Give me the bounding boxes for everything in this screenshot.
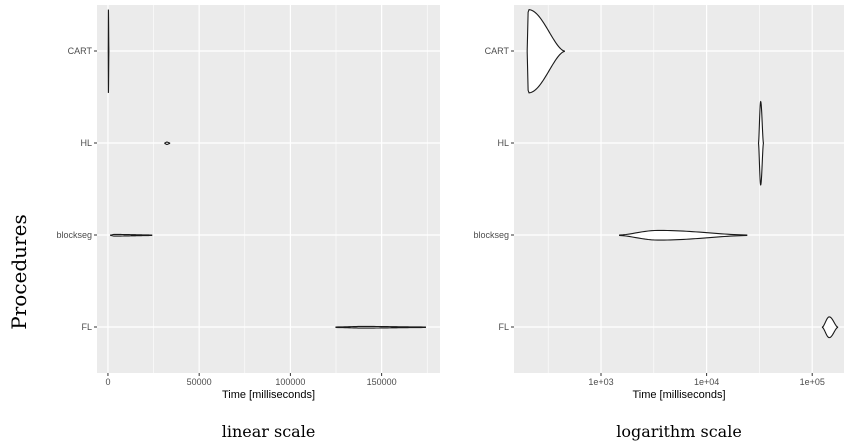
- x-axis-title: Time [milliseconds]: [222, 389, 315, 401]
- violin-blockseg: [619, 229, 748, 241]
- x-tick-label: 1e+04: [694, 377, 719, 387]
- x-axis-title: Time [milliseconds]: [632, 389, 725, 401]
- linear-scale-panel: CART HL blockseg FL 0 50000 100000 150000 Time […: [56, 5, 440, 441]
- y-tick-label: FL: [81, 322, 92, 332]
- violin-fl: [821, 316, 839, 339]
- y-tick-label: HL: [80, 138, 92, 148]
- violin-blockseg: [110, 233, 153, 237]
- x-tick-label: 50000: [187, 377, 212, 387]
- x-tick-label: 150000: [367, 377, 397, 387]
- violin-hl: [164, 141, 171, 145]
- y-tick-label: blockseg: [473, 230, 509, 240]
- violin-fl: [335, 325, 426, 329]
- panel-caption: logarithm scale: [616, 422, 742, 441]
- x-tick-label: 0: [105, 377, 110, 387]
- panel-background: [97, 5, 440, 373]
- panel-caption: linear scale: [222, 422, 316, 441]
- x-tick-label: 1e+05: [800, 377, 825, 387]
- y-tick-label: FL: [498, 322, 509, 332]
- y-tick-label: CART: [68, 46, 93, 56]
- violin-hl: [757, 100, 764, 186]
- x-tick-label: 1e+03: [588, 377, 613, 387]
- log-scale-panel: CART HL blockseg FL 1e+03 1e+04 1e+05 Time [mil…: [473, 5, 844, 441]
- violin-cart: [526, 9, 565, 94]
- y-tick-label: CART: [485, 46, 510, 56]
- y-axis-title: Procedures: [7, 214, 31, 329]
- x-tick-label: 100000: [275, 377, 305, 387]
- panel-background: [514, 5, 844, 373]
- y-tick-label: HL: [497, 138, 509, 148]
- violin-cart: [107, 9, 110, 93]
- y-tick-label: blockseg: [56, 230, 92, 240]
